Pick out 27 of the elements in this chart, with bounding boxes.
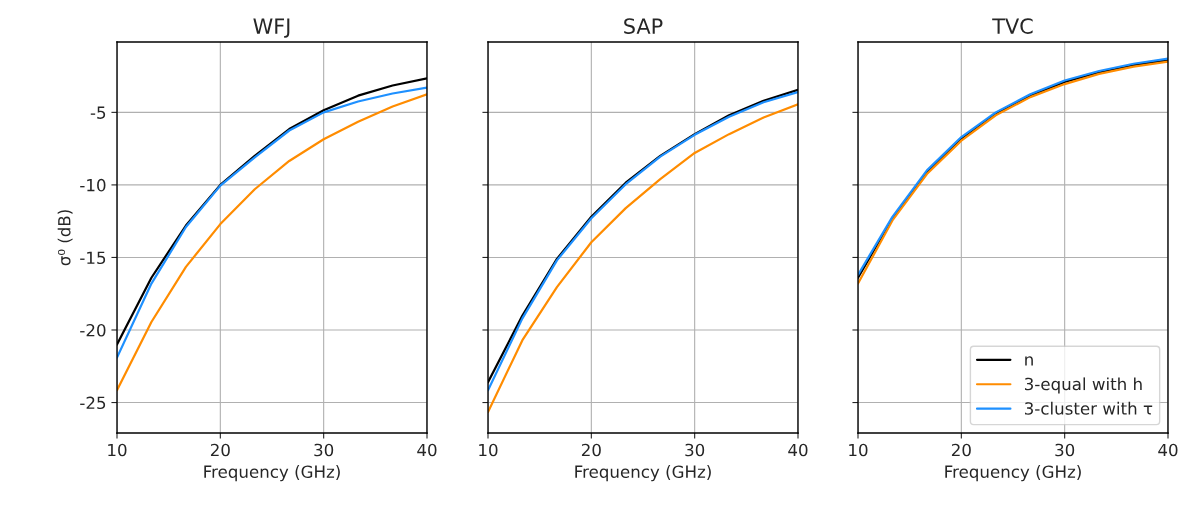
x-tick-label: 40 xyxy=(417,443,437,457)
x-tick-label: 20 xyxy=(581,443,601,457)
y-axis-title: σ⁰ (dB) xyxy=(57,210,73,266)
legend-label: 3-equal with h xyxy=(1024,377,1142,394)
x-axis-title: Frequency (GHz) xyxy=(575,465,711,482)
x-tick-label: 40 xyxy=(1158,443,1178,457)
x-tick-label: 40 xyxy=(788,443,808,457)
x-tick-label: 10 xyxy=(108,443,127,457)
y-tick-label: -10 xyxy=(80,178,106,192)
x-tick-label: 10 xyxy=(479,443,498,457)
y-tick-label: -15 xyxy=(80,251,106,265)
x-tick-label: 30 xyxy=(685,443,705,457)
x-axis-title: Frequency (GHz) xyxy=(204,465,340,482)
x-tick-label: 10 xyxy=(849,443,868,457)
chart-title: SAP xyxy=(624,18,663,34)
chart-title: TVC xyxy=(992,18,1033,34)
y-tick-label: -25 xyxy=(80,396,106,410)
legend-label: 3-cluster with τ xyxy=(1024,401,1153,415)
x-axis-title: Frequency (GHz) xyxy=(945,465,1081,482)
chart-title: WFJ xyxy=(253,18,290,38)
y-tick-label: -20 xyxy=(80,323,106,337)
x-tick-label: 30 xyxy=(1055,443,1075,457)
y-tick-label: -5 xyxy=(90,106,106,119)
x-tick-label: 20 xyxy=(951,443,971,457)
x-tick-label: 20 xyxy=(210,443,230,457)
x-tick-label: 30 xyxy=(314,443,334,457)
legend-label: n xyxy=(1025,356,1033,366)
